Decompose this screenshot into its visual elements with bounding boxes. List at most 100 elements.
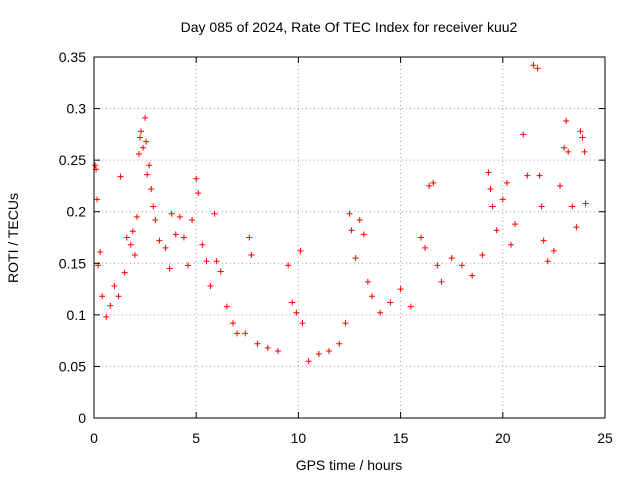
chart-title: Day 085 of 2024, Rate Of TEC Index for r… xyxy=(181,19,518,35)
data-point xyxy=(326,347,333,354)
data-point xyxy=(577,128,584,135)
data-point xyxy=(524,172,531,179)
data-point xyxy=(189,216,196,223)
data-point xyxy=(579,134,586,141)
data-point xyxy=(285,262,292,269)
data-point xyxy=(368,293,375,300)
data-point xyxy=(142,114,149,121)
data-point xyxy=(360,231,367,238)
data-point xyxy=(469,272,476,279)
data-point xyxy=(150,203,157,210)
data-point xyxy=(387,299,394,306)
data-point xyxy=(565,148,572,155)
data-point xyxy=(581,148,588,155)
data-point xyxy=(140,144,147,151)
data-point xyxy=(489,203,496,210)
data-point xyxy=(162,244,169,251)
data-point xyxy=(430,179,437,186)
data-point xyxy=(127,241,134,248)
data-point xyxy=(487,186,494,193)
data-point xyxy=(143,138,150,145)
data-point xyxy=(434,262,441,269)
data-point xyxy=(103,313,110,320)
data-point xyxy=(217,268,224,275)
y-tick-label: 0.3 xyxy=(67,101,87,117)
data-point xyxy=(254,340,261,347)
data-point xyxy=(289,299,296,306)
data-point xyxy=(211,210,218,217)
x-tick-label: 0 xyxy=(90,430,98,446)
grid-lines xyxy=(94,57,605,418)
y-tick-label: 0.1 xyxy=(67,307,87,323)
data-point xyxy=(299,320,306,327)
data-point xyxy=(223,303,230,310)
x-tick-label: 5 xyxy=(192,430,200,446)
data-point xyxy=(348,227,355,234)
data-point xyxy=(377,309,384,316)
x-tick-label: 15 xyxy=(393,430,409,446)
data-point xyxy=(352,255,359,262)
data-point xyxy=(297,247,304,254)
data-points xyxy=(92,62,589,365)
data-point xyxy=(92,162,99,169)
data-point xyxy=(229,320,236,327)
data-point xyxy=(458,262,465,269)
data-point xyxy=(561,144,568,151)
data-point xyxy=(530,62,537,69)
data-point xyxy=(107,302,114,309)
data-point xyxy=(422,244,429,251)
data-point xyxy=(99,293,106,300)
data-point xyxy=(274,347,281,354)
data-point xyxy=(148,186,155,193)
x-tick-label: 25 xyxy=(597,430,613,446)
data-point xyxy=(305,358,312,365)
data-point xyxy=(293,309,300,316)
y-tick-label: 0.2 xyxy=(67,204,87,220)
data-point xyxy=(146,162,153,169)
data-point xyxy=(135,150,142,157)
data-point xyxy=(172,231,179,238)
data-point xyxy=(168,210,175,217)
data-point xyxy=(569,203,576,210)
data-point xyxy=(346,210,353,217)
data-point xyxy=(407,303,414,310)
data-point xyxy=(199,241,206,248)
y-tick-label: 0.15 xyxy=(59,255,86,271)
y-tick-label: 0 xyxy=(78,410,86,426)
y-tick-label: 0.25 xyxy=(59,152,86,168)
data-point xyxy=(512,221,519,228)
x-tick-label: 10 xyxy=(291,430,307,446)
data-point xyxy=(213,258,220,265)
data-point xyxy=(503,179,510,186)
data-point xyxy=(364,278,371,285)
data-point xyxy=(193,175,200,182)
data-point xyxy=(195,190,202,197)
data-point xyxy=(246,234,253,241)
data-point xyxy=(94,196,101,203)
data-point xyxy=(573,224,580,231)
data-point xyxy=(203,258,210,265)
data-point xyxy=(342,320,349,327)
data-point xyxy=(520,131,527,138)
data-point xyxy=(156,237,163,244)
data-point xyxy=(136,134,143,141)
x-tick-label: 20 xyxy=(495,430,511,446)
data-point xyxy=(550,247,557,254)
data-point xyxy=(557,182,564,189)
data-point xyxy=(207,282,214,289)
y-tick-label: 0.05 xyxy=(59,358,86,374)
axes: 0 5 10 15 20 25 0 0.05 0.1 0.15 0.2 0.25 0.3 0.35 xyxy=(59,49,613,446)
data-point xyxy=(563,117,570,124)
data-point xyxy=(540,237,547,244)
data-point xyxy=(242,330,249,337)
data-point xyxy=(115,293,122,300)
data-point xyxy=(131,252,138,259)
data-point xyxy=(536,172,543,179)
data-point xyxy=(97,248,104,255)
data-point xyxy=(493,227,500,234)
data-point xyxy=(176,213,183,220)
data-point xyxy=(144,171,151,178)
data-point xyxy=(507,241,514,248)
data-point xyxy=(234,330,241,337)
